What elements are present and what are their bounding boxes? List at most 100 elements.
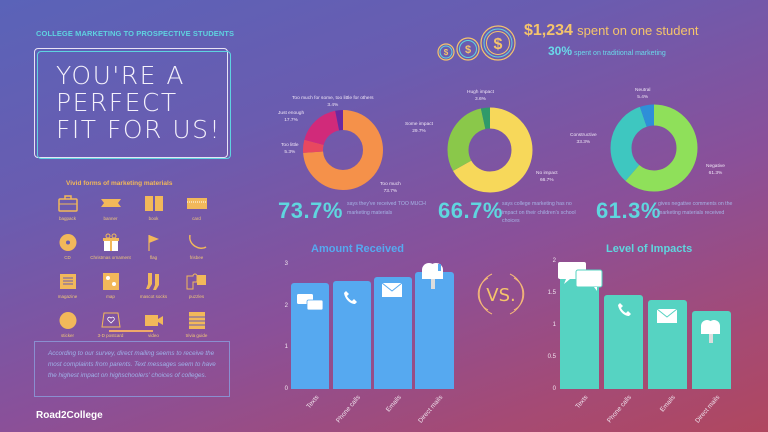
traditional-label: spent on traditional marketing bbox=[573, 50, 666, 57]
material-label: puzzles bbox=[188, 294, 205, 299]
material-item: puzzles bbox=[175, 272, 218, 305]
hero-headline: YOU'RE A PERFECT FIT FOR US! bbox=[56, 62, 221, 143]
divider bbox=[109, 330, 153, 332]
mailbox-icon bbox=[422, 263, 443, 289]
material-item: book bbox=[132, 194, 175, 227]
chart-amount-title: Amount Received bbox=[311, 243, 404, 255]
puzzle-icon bbox=[186, 273, 206, 290]
spend-per-student: $1,234 spent on one student bbox=[524, 22, 699, 40]
phone-icon bbox=[618, 303, 631, 316]
envelope-icon bbox=[381, 282, 403, 297]
frisbee-icon bbox=[188, 234, 206, 249]
mailbox-icon bbox=[701, 320, 720, 343]
material-label: book bbox=[148, 216, 159, 221]
material-item: video bbox=[132, 311, 175, 344]
material-label: trivia guide bbox=[185, 333, 208, 338]
material-item: Christmas ornament bbox=[89, 233, 132, 266]
spend-label: spent on one student bbox=[577, 23, 699, 38]
material-label: map bbox=[106, 294, 115, 299]
material-label: mascot socks bbox=[139, 294, 168, 299]
donut1-label-mixed: Too much for some, too little for others… bbox=[292, 96, 374, 108]
postcard-icon bbox=[100, 312, 121, 328]
materials-title: Vivid forms of marketing materials bbox=[66, 180, 173, 187]
material-item: frisbee bbox=[175, 233, 218, 266]
flag-icon bbox=[147, 235, 159, 251]
infographic-subtitle: COLLEGE MARKETING TO PROSPECTIVE STUDENT… bbox=[36, 29, 235, 38]
bar-direct-mails bbox=[415, 272, 454, 389]
magazine-icon bbox=[59, 274, 76, 289]
material-label: card bbox=[192, 216, 201, 221]
chart-impact-plot bbox=[558, 260, 732, 389]
material-label: bagpack bbox=[58, 216, 76, 221]
material-item: 3-D postcard bbox=[89, 311, 132, 344]
chart-impact-title: Level of Impacts bbox=[606, 243, 693, 255]
envelope-icon bbox=[656, 308, 678, 323]
chart-impact-xaxis: Texts Phone calls Emails Direct mails bbox=[574, 394, 722, 425]
donut3-label-neutral: Neutral 5.4% bbox=[635, 88, 651, 100]
banner-icon bbox=[100, 199, 121, 207]
hero-frame-inner bbox=[37, 51, 231, 159]
highlight-1-value: 73.7% bbox=[278, 198, 343, 223]
material-label: magazine bbox=[57, 294, 78, 299]
guide-icon bbox=[188, 312, 205, 329]
bar-phone-calls bbox=[333, 281, 371, 389]
bag-icon bbox=[57, 195, 78, 212]
hero-line-3: FIT FOR US! bbox=[56, 115, 222, 144]
hero-line-2: PERFECT bbox=[56, 88, 178, 117]
chart-amount-xaxis: Texts Phone calls Emails Direct mails bbox=[305, 394, 445, 425]
hero-line-1: YOU'RE A bbox=[56, 61, 185, 90]
material-label: banner bbox=[103, 216, 118, 221]
bar-phone-calls bbox=[604, 295, 643, 389]
highlight-1-text: says they've received TOO MUCH marketing… bbox=[347, 201, 426, 216]
donut-amount-received bbox=[303, 110, 383, 190]
material-item: banner bbox=[89, 194, 132, 227]
socks-icon bbox=[145, 273, 159, 290]
survey-note: According to our survey, direct mailing … bbox=[48, 350, 216, 379]
chat-bubbles-icon bbox=[297, 294, 324, 311]
map-icon bbox=[102, 273, 119, 290]
brand-logo: Road2College bbox=[36, 410, 103, 421]
material-item: bagpack bbox=[46, 194, 89, 227]
material-item: card bbox=[175, 194, 218, 227]
material-item: flag bbox=[132, 233, 175, 266]
materials-icon-grid: bagpack banner book card CD Christmas or… bbox=[46, 194, 218, 344]
card-icon bbox=[186, 198, 207, 209]
material-item: mascot socks bbox=[132, 272, 175, 305]
svg-text:$: $ bbox=[494, 36, 503, 53]
material-label: frisbee bbox=[189, 255, 204, 260]
highlight-2-value: 66.7% bbox=[438, 198, 503, 223]
versus-badge: VS. bbox=[477, 273, 525, 315]
material-label: flag bbox=[149, 255, 158, 260]
highlight-2-text: says college marketing has no impact on … bbox=[502, 201, 576, 224]
material-item: trivia guide bbox=[175, 311, 218, 344]
material-item: magazine bbox=[46, 272, 89, 305]
coins-icon: $ $ $ bbox=[437, 25, 516, 61]
note-frame bbox=[34, 341, 230, 397]
material-label: CD bbox=[64, 255, 71, 260]
highlight-3-text: gives negative comments on the marketing… bbox=[658, 201, 733, 216]
donut1-label-too-much: Too much 73.7% bbox=[380, 182, 401, 194]
traditional-spend: 30% spent on traditional marketing bbox=[548, 44, 666, 58]
chart-amount-plot bbox=[291, 263, 455, 389]
material-label: Christmas ornament bbox=[90, 255, 131, 260]
donut-impact bbox=[447, 107, 533, 193]
sticker-icon bbox=[59, 312, 76, 329]
svg-text:$: $ bbox=[444, 48, 449, 57]
chart-impact-yaxis: 0 0.5 1 1.5 2 bbox=[547, 258, 556, 392]
donut2-label-no: No impact 66.7% bbox=[536, 171, 558, 183]
material-item: CD bbox=[46, 233, 89, 266]
material-label: video bbox=[148, 333, 159, 338]
material-label: sticker bbox=[60, 333, 74, 338]
highlight-3-value: 61.3% bbox=[596, 198, 661, 223]
spend-value: $1,234 bbox=[524, 22, 573, 39]
bar-texts bbox=[560, 276, 599, 389]
donut3-label-negative: Negative 61.3% bbox=[706, 164, 725, 176]
donut2-label-some: Some impact 29.7% bbox=[405, 122, 433, 134]
material-item: map bbox=[89, 272, 132, 305]
book-icon bbox=[144, 196, 163, 211]
material-item: sticker bbox=[46, 311, 89, 344]
traditional-value: 30% bbox=[548, 44, 573, 58]
video-icon bbox=[144, 315, 163, 326]
donut3-label-constructive: Constructive 33.3% bbox=[570, 133, 597, 145]
donut-comments bbox=[610, 104, 698, 192]
